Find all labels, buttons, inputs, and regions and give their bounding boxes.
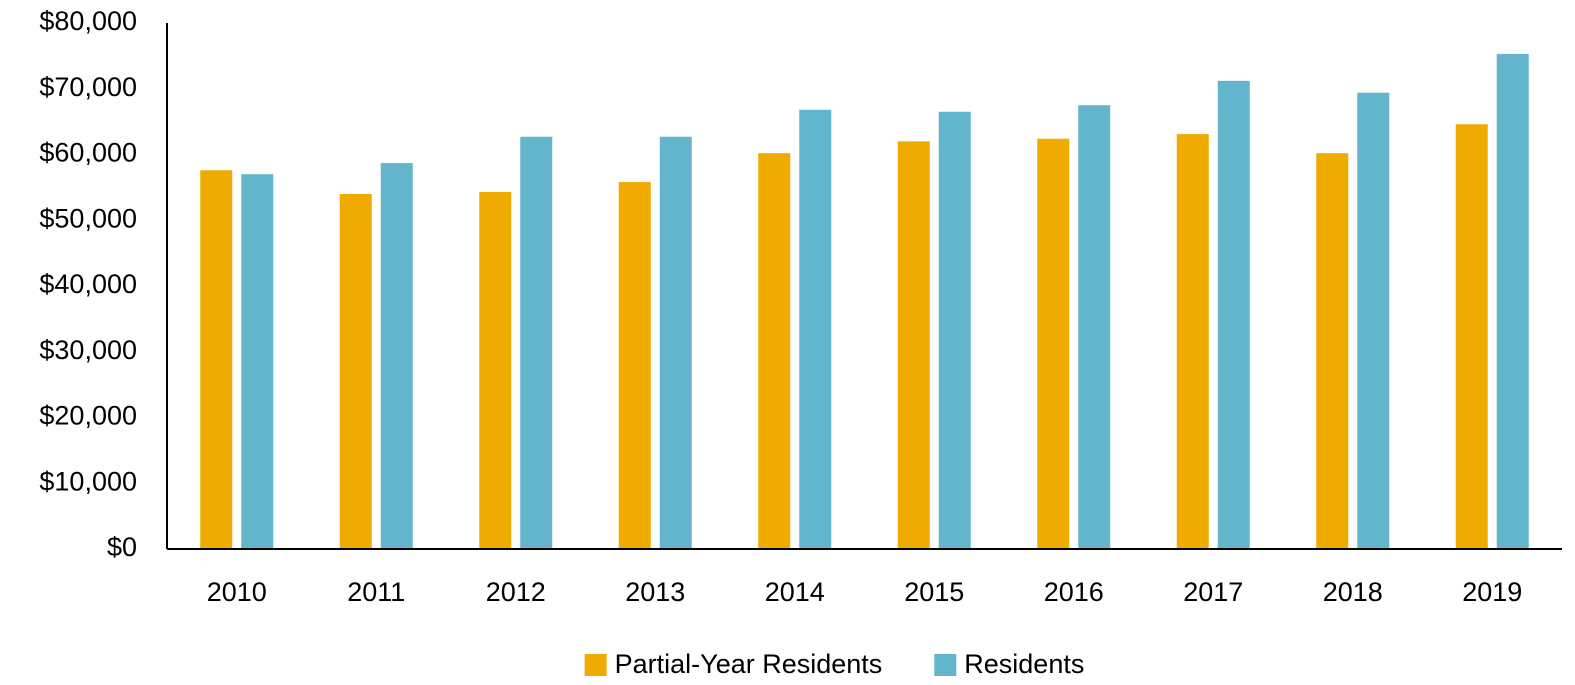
x-tick-label: 2010: [207, 577, 267, 607]
y-tick-label: $50,000: [39, 203, 137, 233]
y-tick-label: $20,000: [39, 401, 137, 431]
bar: [1037, 138, 1070, 549]
bar: [938, 111, 971, 549]
x-tick-label: 2016: [1044, 577, 1104, 607]
x-tick-label: 2018: [1323, 577, 1383, 607]
bar: [1455, 124, 1488, 549]
bar: [1316, 153, 1349, 549]
legend-label: Partial-Year Residents: [615, 649, 883, 679]
bar: [479, 191, 512, 550]
y-tick-label: $10,000: [39, 466, 137, 496]
bar: [1496, 53, 1529, 550]
x-tick-label: 2015: [904, 577, 964, 607]
bar: [380, 163, 413, 550]
x-tick-label: 2014: [765, 577, 825, 607]
bar: [659, 136, 692, 549]
bar: [1078, 105, 1111, 549]
x-tick-label: 2019: [1462, 577, 1522, 607]
bar: [799, 109, 832, 549]
y-tick-label: $0: [107, 532, 137, 562]
bar: [520, 136, 553, 549]
x-tick-label: 2017: [1183, 577, 1243, 607]
bar: [339, 193, 372, 549]
y-tick-label: $60,000: [39, 138, 137, 168]
x-tick-label: 2011: [347, 577, 405, 607]
bar: [758, 153, 791, 549]
bar: [897, 141, 930, 549]
bar: [1176, 134, 1209, 549]
x-tick-label: 2012: [486, 577, 546, 607]
bar: [200, 170, 233, 549]
y-tick-label: $70,000: [39, 72, 137, 102]
x-tick-label: 2013: [625, 577, 685, 607]
legend: Partial-Year Residents Residents: [584, 649, 1084, 679]
legend-swatch: [584, 654, 607, 676]
y-tick-label: $80,000: [39, 6, 137, 36]
bar: [618, 182, 651, 550]
legend-label: Residents: [964, 649, 1084, 679]
y-tick-label: $40,000: [39, 269, 137, 299]
y-tick-label: $30,000: [39, 335, 137, 365]
legend-swatch: [934, 654, 957, 676]
bar: [241, 174, 274, 549]
bar: [1217, 80, 1250, 550]
bar: [1357, 92, 1390, 549]
